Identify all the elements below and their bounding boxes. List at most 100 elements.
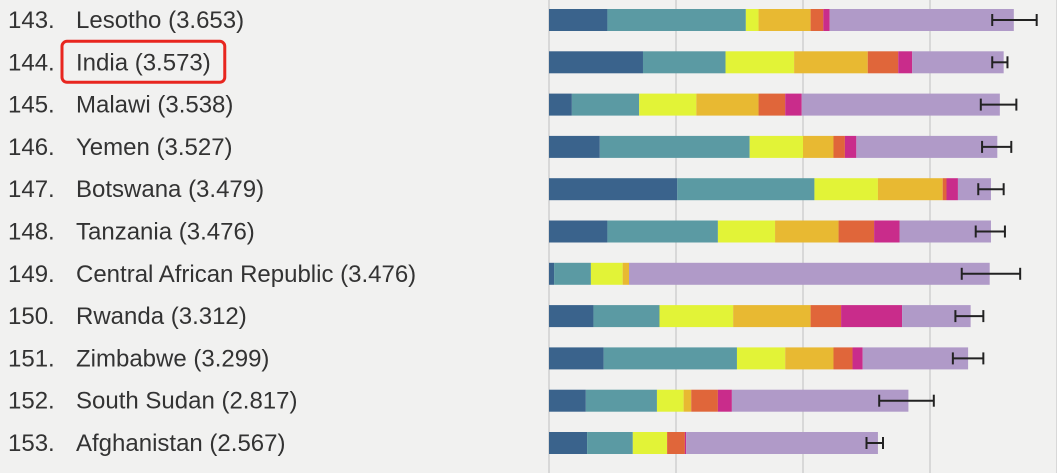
bar-segment <box>667 432 685 454</box>
bar-segment <box>549 389 586 412</box>
chart-row: 145. Malawi (3.538) <box>8 92 1018 119</box>
bar-segment <box>874 220 900 243</box>
bar-segment <box>785 93 802 116</box>
chart-row: 147. Botswana (3.479) <box>8 176 1005 203</box>
chart-row: 148. Tanzania (3.476) <box>8 219 1006 246</box>
bar-segment <box>794 51 868 74</box>
bar-segment <box>833 135 845 158</box>
bar-segment <box>899 220 991 243</box>
rank-label: 150. <box>8 303 55 330</box>
bar-segment <box>549 432 588 454</box>
bar-segment <box>810 9 824 31</box>
bar-segment <box>758 93 786 116</box>
chart-row: 151. Zimbabwe (3.299) <box>8 345 985 372</box>
chart-row: 150. Rwanda (3.312) <box>8 303 985 330</box>
bar-segment <box>946 178 958 201</box>
bar-segment <box>659 305 734 328</box>
bar-segment <box>898 51 913 74</box>
bar-segment <box>549 305 594 328</box>
bar-segment <box>571 93 640 116</box>
bar-segment <box>785 347 834 370</box>
rank-label: 145. <box>8 92 55 119</box>
chart-row: 144. India (3.573) <box>8 39 1009 84</box>
rank-label: 148. <box>8 219 55 246</box>
bar-segment <box>810 305 842 328</box>
bar-segment <box>629 262 990 285</box>
bar-segment <box>656 389 684 412</box>
bar-segment <box>549 178 678 201</box>
bar-segment <box>957 178 991 201</box>
bar-segment <box>622 262 630 285</box>
bar-segment <box>803 135 834 158</box>
bar-segment <box>632 432 668 454</box>
bar-segment <box>549 262 555 285</box>
highlight-box <box>60 39 227 84</box>
bar-segment <box>801 93 1000 116</box>
bar-segment <box>749 135 803 158</box>
bar-segment <box>731 389 909 412</box>
rank-label: 144. <box>8 49 55 76</box>
country-label: Afghanistan (2.567) <box>76 430 285 457</box>
bar-segment <box>599 135 750 158</box>
chart-row: 143. Lesotho (3.653) <box>8 7 1038 34</box>
bar-segment <box>549 347 604 370</box>
bar-segment <box>677 178 815 201</box>
bar-segment <box>867 51 899 74</box>
chart-row: 149. Central African Republic (3.476) <box>8 261 1022 288</box>
bar-segment <box>856 135 998 158</box>
bar-segment <box>902 305 971 328</box>
country-label: India (3.573) <box>76 49 211 76</box>
bar-segment <box>717 389 732 412</box>
bar-segment <box>585 389 657 412</box>
rank-label: 146. <box>8 134 55 161</box>
bar-segment <box>912 51 1004 74</box>
bar-segment <box>841 305 903 328</box>
chart-row: 152. South Sudan (2.817) <box>8 388 935 415</box>
bar-segment <box>549 51 643 74</box>
rank-label: 149. <box>8 261 55 288</box>
bar-segment <box>642 51 726 74</box>
bar-segment <box>838 220 875 243</box>
country-label: Central African Republic (3.476) <box>76 261 416 288</box>
country-label: South Sudan (2.817) <box>76 388 298 415</box>
country-label: Yemen (3.527) <box>76 134 233 161</box>
rank-label: 151. <box>8 345 55 372</box>
country-label: Rwanda (3.312) <box>76 303 247 330</box>
bar-segment <box>686 432 878 454</box>
bar-segment <box>593 305 660 328</box>
bar-segment <box>725 51 795 74</box>
chart-row: 153. Afghanistan (2.567) <box>8 430 885 457</box>
bar-segment <box>607 9 746 31</box>
bar-segment <box>590 262 623 285</box>
bar-segment <box>852 347 863 370</box>
bar-segment <box>814 178 878 201</box>
country-label: Tanzania (3.476) <box>76 219 255 246</box>
bar-segment <box>862 347 969 370</box>
rank-label: 152. <box>8 388 55 415</box>
bar-segment <box>684 432 687 454</box>
bar-segment <box>549 135 600 158</box>
bar-segment <box>603 347 737 370</box>
bar-segment <box>549 9 608 31</box>
country-label: Zimbabwe (3.299) <box>76 345 269 372</box>
bar-segment <box>733 305 811 328</box>
country-label: Lesotho (3.653) <box>76 7 244 34</box>
bar-segment <box>877 178 943 201</box>
rank-label: 147. <box>8 176 55 203</box>
bar-segment <box>549 220 608 243</box>
chart-row: 146. Yemen (3.527) <box>8 134 1013 161</box>
bar-segment <box>691 389 718 412</box>
bar-segment <box>823 9 830 31</box>
bar-segment <box>942 178 947 201</box>
bar-segment <box>696 93 759 116</box>
bar-segment <box>833 347 853 370</box>
rank-label: 143. <box>8 7 55 34</box>
country-label: Malawi (3.538) <box>76 92 233 119</box>
bar-segment <box>607 220 718 243</box>
bar-segment <box>683 389 692 412</box>
bar-segment <box>829 9 1014 31</box>
country-label: Botswana (3.479) <box>76 176 264 203</box>
bar-segment <box>745 9 759 31</box>
bar-segment <box>775 220 839 243</box>
